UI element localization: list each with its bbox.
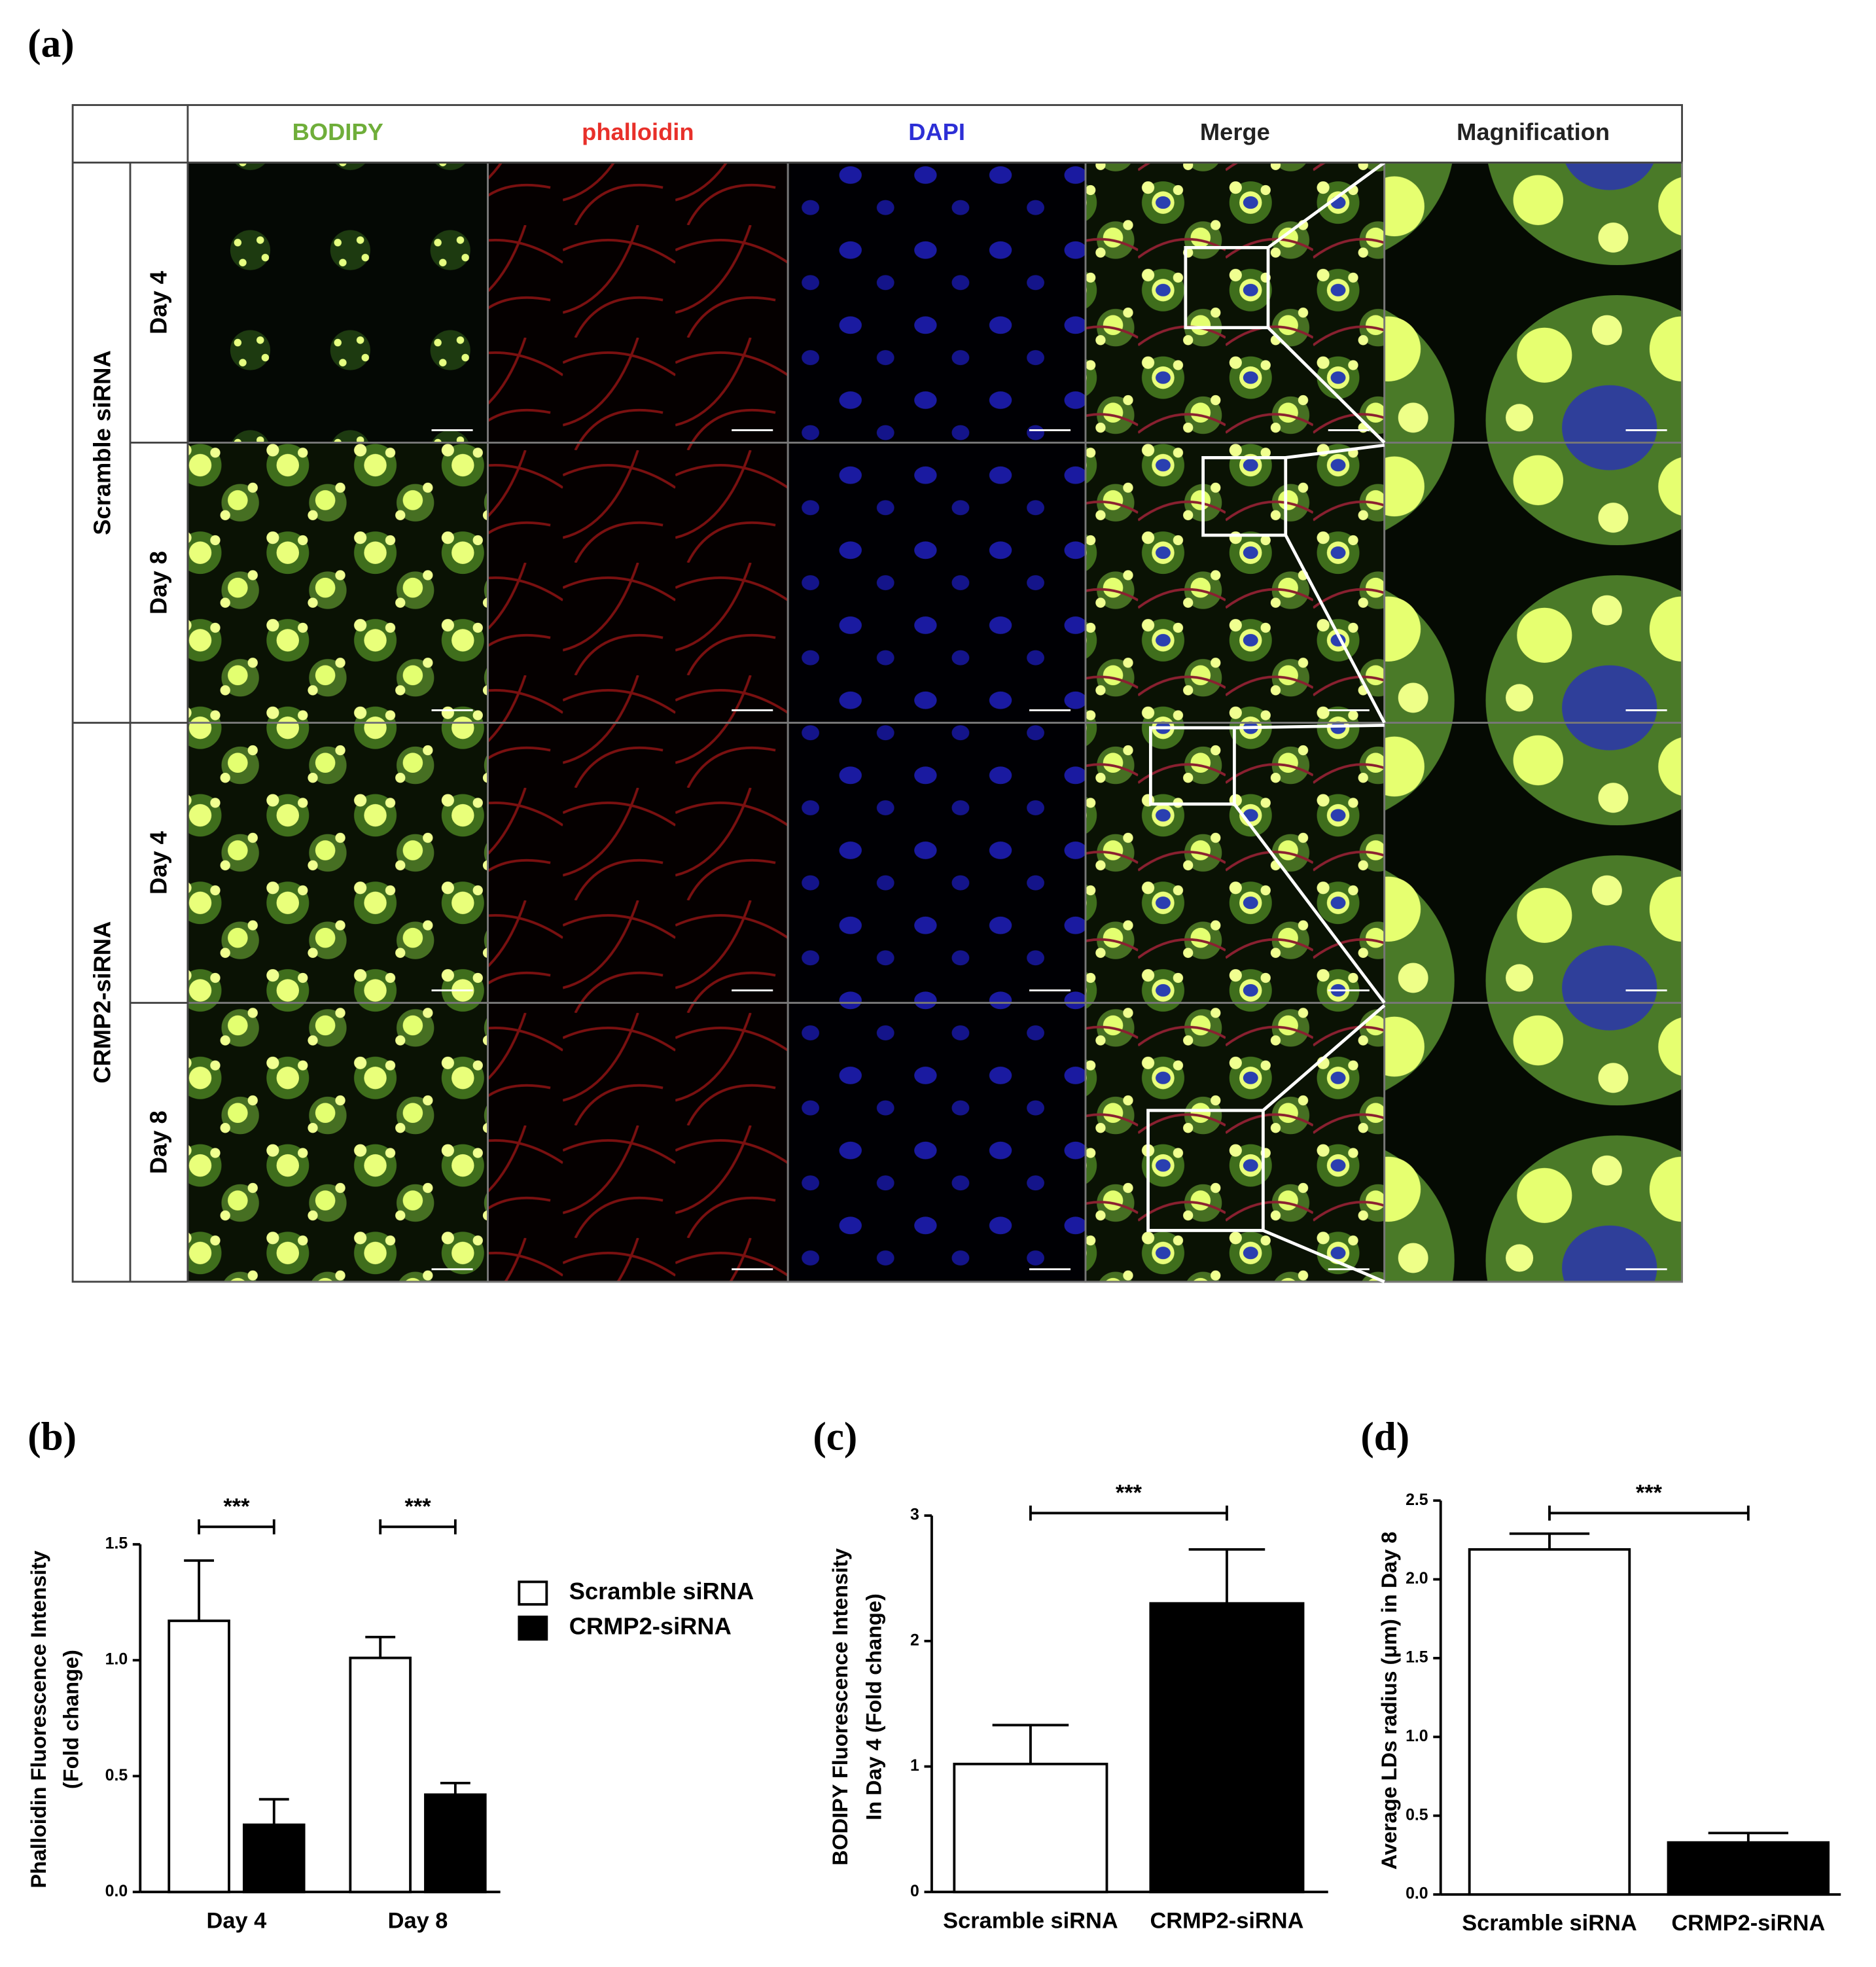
row-label: Day 4 [145, 831, 171, 895]
micrograph [1084, 442, 1386, 724]
micrograph [787, 442, 1087, 724]
bar [1149, 1602, 1305, 1894]
group-label: CRMP2-siRNA [88, 921, 115, 1084]
x-tick-label: Day 8 [388, 1908, 448, 1933]
significance-label: *** [1636, 1481, 1663, 1506]
significance-label: *** [1116, 1481, 1142, 1506]
micrograph [487, 1002, 789, 1283]
y-tick-label: 0 [910, 1883, 919, 1900]
y-axis-label: Phalloidin Fluorescence Intensity [27, 1551, 50, 1888]
micrograph [787, 161, 1087, 444]
panel-label: (b) [27, 1415, 77, 1459]
zoom-line [1233, 803, 1386, 1004]
y-tick-label: 0.0 [1406, 1885, 1428, 1903]
y-tick-label: 0.0 [105, 1883, 128, 1900]
row-label: Day 8 [145, 551, 171, 614]
x-tick-label: CRMP2-siRNA [1671, 1911, 1825, 1936]
micrograph [1084, 161, 1386, 444]
zoom-line [1284, 534, 1386, 724]
micrograph [186, 1002, 489, 1283]
bar [349, 1656, 412, 1894]
y-tick-label: 2 [910, 1631, 919, 1649]
micrographs [186, 161, 1683, 1283]
bar [1468, 1548, 1631, 1896]
y-tick-label: 1.5 [105, 1535, 128, 1553]
micrograph [186, 161, 489, 444]
y-tick-label: 1.0 [1406, 1728, 1428, 1745]
y-tick-label: 3 [910, 1506, 919, 1524]
y-tick-label: 1 [910, 1757, 919, 1775]
y-axis-label: In Day 4 (Fold change) [862, 1593, 886, 1820]
y-tick-label: 0.5 [1406, 1806, 1428, 1824]
zoom-line [1285, 443, 1385, 459]
micrograph [787, 1002, 1087, 1283]
micrograph [1383, 161, 1683, 444]
y-tick-label: 0.5 [105, 1767, 128, 1784]
group-label: Scramble siRNA [88, 350, 115, 535]
zoom-line [1234, 723, 1385, 730]
zoom-box [1184, 245, 1270, 330]
zoom-box [1148, 726, 1236, 806]
column-header: BODIPY [292, 118, 383, 145]
bar [242, 1823, 306, 1894]
x-tick-label: Scramble siRNA [1462, 1911, 1637, 1936]
bar [1667, 1841, 1830, 1896]
y-tick-label: 1.5 [1406, 1649, 1428, 1667]
column-header: DAPI [908, 118, 965, 145]
column-header: phalloidin [582, 118, 694, 145]
panel-label: (a) [27, 22, 74, 66]
micrograph [186, 722, 489, 1004]
micrograph [487, 442, 789, 724]
y-axis-label: BODIPY Fluorescence Intensity [828, 1548, 852, 1866]
significance-label: *** [223, 1495, 250, 1519]
bar [424, 1793, 487, 1894]
zoom-box [1201, 456, 1288, 537]
micrograph [1383, 442, 1683, 724]
zoom-line [1267, 326, 1386, 444]
legend-swatch [518, 1580, 548, 1606]
legend-label: CRMP2-siRNA [569, 1613, 732, 1640]
x-tick-label: Day 4 [207, 1908, 267, 1933]
zoom-guides [1146, 161, 1386, 1283]
zoom-line [1267, 161, 1386, 249]
y-axis-label: Average LDs radius (μm) in Day 8 [1377, 1532, 1401, 1870]
row-label: Day 4 [145, 271, 171, 334]
micrograph [487, 161, 789, 444]
panel-label: (c) [813, 1415, 857, 1459]
legend-label: Scramble siRNA [569, 1578, 754, 1604]
significance-label: *** [404, 1495, 431, 1519]
x-tick-label: Scramble siRNA [943, 1908, 1118, 1933]
column-header: Merge [1200, 118, 1270, 145]
y-tick-label: 2.0 [1406, 1570, 1428, 1587]
y-tick-label: 2.5 [1406, 1491, 1428, 1509]
y-tick-label: 1.0 [105, 1651, 128, 1669]
x-tick-label: CRMP2-siRNA [1150, 1908, 1303, 1933]
micrograph [787, 722, 1087, 1004]
micrograph [186, 442, 489, 724]
row-label: Day 8 [145, 1110, 171, 1174]
column-header: Magnification [1457, 118, 1610, 145]
panel-label: (d) [1360, 1415, 1409, 1459]
bar [953, 1762, 1108, 1894]
micrograph [1383, 1002, 1683, 1283]
zoom-line [1262, 1004, 1386, 1112]
zoom-line [1262, 1229, 1385, 1283]
y-axis-label: (Fold change) [60, 1650, 83, 1789]
micrograph [487, 722, 789, 1004]
micrograph [1383, 722, 1683, 1004]
bar [168, 1620, 230, 1894]
legend-swatch [518, 1616, 548, 1641]
zoom-box [1146, 1108, 1265, 1232]
